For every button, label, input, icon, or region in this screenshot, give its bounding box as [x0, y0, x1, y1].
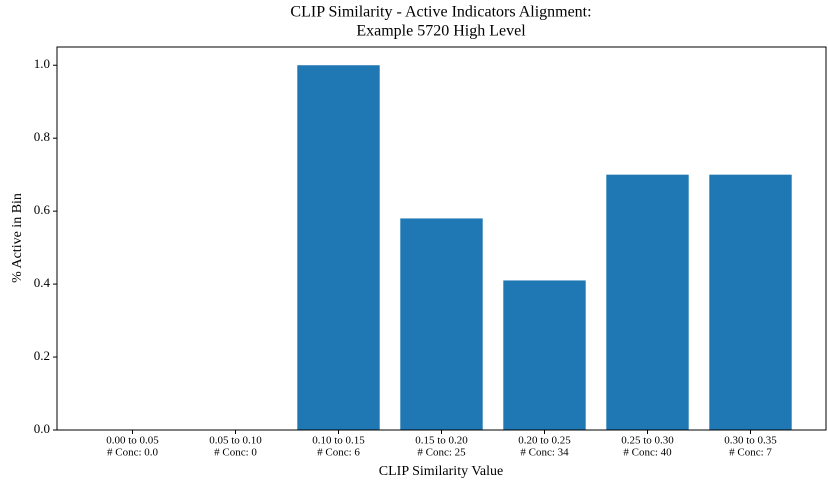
x-tick-label: 0.30 to 0.35	[724, 435, 777, 447]
y-axis-label: % Active in Bin	[10, 193, 25, 283]
y-tick-label: 1.0	[34, 56, 50, 71]
y-tick-label: 0.0	[34, 421, 50, 436]
x-tick-label: # Conc: 0	[214, 447, 257, 459]
x-tick-label: # Conc: 0.0	[107, 447, 159, 459]
x-tick-label: 0.25 to 0.30	[621, 435, 674, 447]
y-tick-label: 0.2	[34, 348, 50, 363]
bar	[606, 174, 689, 430]
x-tick-label: # Conc: 40	[623, 447, 672, 459]
bar	[503, 280, 586, 430]
x-tick-label: # Conc: 34	[520, 447, 569, 459]
x-tick-label: 0.10 to 0.15	[312, 435, 365, 447]
bar	[297, 65, 380, 430]
x-tick-label: 0.00 to 0.05	[106, 435, 159, 447]
chart-title: Example 5720 High Level	[356, 23, 526, 40]
x-tick-label: # Conc: 7	[729, 447, 772, 459]
chart-title: CLIP Similarity - Active Indicators Alig…	[290, 4, 591, 21]
y-tick-label: 0.8	[34, 129, 50, 144]
bar	[400, 218, 483, 430]
x-tick-label: 0.20 to 0.25	[518, 435, 571, 447]
x-tick-label: 0.15 to 0.20	[415, 435, 468, 447]
plot-frame	[56, 46, 827, 431]
x-tick-label: # Conc: 6	[317, 447, 360, 459]
y-tick-label: 0.6	[34, 202, 51, 217]
y-tick-label: 0.4	[34, 275, 51, 290]
x-tick-label: 0.05 to 0.10	[209, 435, 262, 447]
x-tick-label: # Conc: 25	[417, 447, 466, 459]
x-axis-label: CLIP Similarity Value	[379, 464, 503, 479]
bar	[709, 174, 792, 430]
